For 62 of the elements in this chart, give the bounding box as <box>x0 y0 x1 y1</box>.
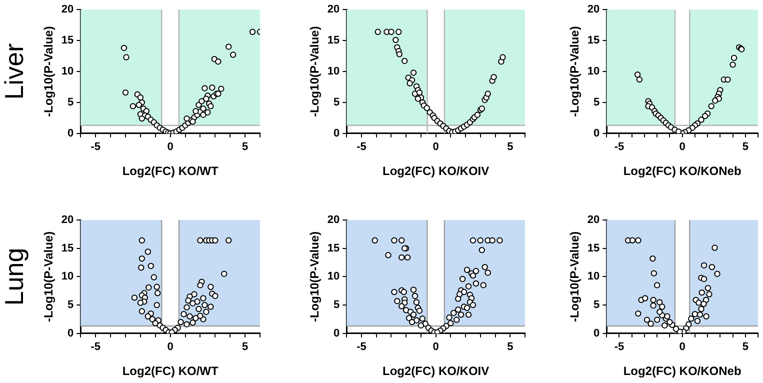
y-tick-label: 5 <box>334 299 340 312</box>
y-tick-label: 10 <box>587 66 600 78</box>
x-tick-label: -5 <box>90 341 100 354</box>
y-tick-label: 20 <box>587 214 600 226</box>
y-tick-label: 20 <box>327 214 340 226</box>
y-axis-title: -Log10(P-Value) <box>308 26 322 117</box>
y-axis-title: -Log10(P-Value) <box>42 26 56 117</box>
y-tick-label: 5 <box>594 299 600 312</box>
y-tick-label: 0 <box>334 327 340 340</box>
y-tick-label: 0 <box>594 127 600 140</box>
x-tick-label: -5 <box>614 341 624 354</box>
y-tick-label: 5 <box>68 96 74 108</box>
y-tick-label: 10 <box>327 66 340 78</box>
y-tick-label: 0 <box>594 327 600 340</box>
x-tick-label: 5 <box>242 341 248 354</box>
x-tick-label: 5 <box>742 141 748 154</box>
x-tick-label: 5 <box>507 341 514 354</box>
y-tick-label: 15 <box>587 34 600 47</box>
y-tick-label: 0 <box>68 127 74 140</box>
x-tick-label: 0 <box>432 341 439 354</box>
y-tick-label: 15 <box>327 34 340 47</box>
y-tick-label: 20 <box>327 4 340 16</box>
y-tick-label: 5 <box>334 96 340 108</box>
x-tick-label: 0 <box>679 341 686 354</box>
y-tick-label: 15 <box>587 242 600 254</box>
x-tick-label: 0 <box>679 141 686 154</box>
y-tick-label: 10 <box>587 270 600 283</box>
x-tick-label: 5 <box>242 141 248 154</box>
x-axis-title: Log2(FC) KO/KONeb <box>623 364 742 378</box>
y-tick-label: 20 <box>61 4 74 16</box>
y-axis-title: -Log10(P-Value) <box>42 231 56 322</box>
y-tick-label: 15 <box>61 34 74 47</box>
x-tick-label: 0 <box>167 341 174 354</box>
y-tick-label: 10 <box>61 66 74 78</box>
x-axis-title: Log2(FC) KO/KONeb <box>623 164 742 178</box>
y-tick-label: 10 <box>61 270 74 283</box>
y-axis-title: -Log10(P-Value) <box>308 231 322 322</box>
x-tick-label: 5 <box>742 341 748 354</box>
x-axis-title: Log2(FC) KO/KOIV <box>382 164 490 178</box>
text: Lung <box>0 248 30 306</box>
x-tick-label: 0 <box>432 141 439 154</box>
x-tick-label: -5 <box>356 141 366 154</box>
y-tick-label: 0 <box>334 127 340 140</box>
y-axis-title: -Log10(P-Value) <box>568 231 582 322</box>
y-tick-label: 5 <box>68 299 74 312</box>
y-tick-label: 15 <box>327 242 340 254</box>
text: Liver <box>0 42 30 100</box>
y-tick-label: 15 <box>61 242 74 254</box>
y-tick-label: 10 <box>327 270 340 283</box>
y-tick-label: 0 <box>68 327 74 340</box>
x-tick-label: 5 <box>507 141 514 154</box>
x-axis-title: Log2(FC) KO/KOIV <box>382 364 490 378</box>
x-tick-label: 0 <box>167 141 174 154</box>
x-axis-title: Log2(FC) KO/WT <box>122 164 219 178</box>
x-tick-label: -5 <box>90 141 100 154</box>
x-tick-label: -5 <box>356 341 366 354</box>
y-tick-label: 5 <box>594 96 600 108</box>
y-axis-title: -Log10(P-Value) <box>568 26 582 117</box>
x-tick-label: -5 <box>614 141 624 154</box>
y-tick-label: 20 <box>587 4 600 16</box>
x-axis-title: Log2(FC) KO/WT <box>122 364 219 378</box>
y-tick-label: 20 <box>61 214 74 226</box>
